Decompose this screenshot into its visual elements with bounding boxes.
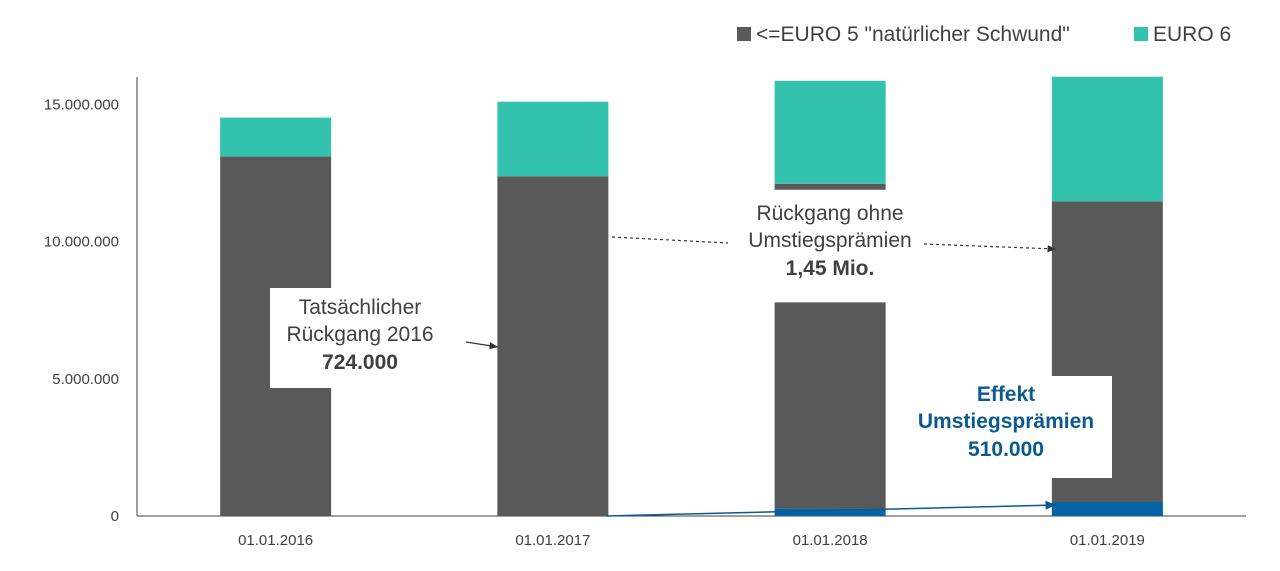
bar-effekt-3 — [1051, 502, 1163, 516]
legend: <=EURO 5 "natürlicher Schwund" EURO 6 — [737, 23, 1231, 46]
annotation-effect-value: 510.000 — [968, 437, 1044, 461]
annotation-actual-value: 724.000 — [322, 350, 398, 374]
bar-euro5-1 — [497, 176, 609, 517]
legend-swatch — [1134, 27, 1148, 41]
annotation-decline-without-premiums: Rückgang ohne Umstiegsprämien 1,45 Mio. — [700, 196, 960, 294]
legend-label: EURO 6 — [1153, 23, 1231, 46]
arrow-actual — [465, 341, 499, 350]
bar-euro6-2 — [774, 80, 886, 184]
bar-euro5-2 — [774, 302, 886, 509]
bar-euro6-0 — [220, 117, 332, 157]
annotation-premium-effect: Effekt Umstiegsprämien 510.000 — [900, 376, 1112, 478]
y-tick-label: 15.000.000 — [44, 96, 119, 113]
bar-euro5b-2 — [774, 183, 886, 190]
arrow-without-left — [611, 236, 729, 244]
axes: 0 5.000.000 10.000.000 15.000.000 01.01.2016… — [44, 77, 1246, 549]
annotation-without-value: 1,45 Mio. — [781, 254, 879, 282]
arrow-without-right — [923, 243, 1057, 253]
annotation-without-line2: Umstiegsprämien — [744, 227, 916, 255]
x-tick-label: 01.01.2018 — [793, 532, 868, 549]
bar-effekt-2 — [774, 508, 886, 516]
legend-label: <=EURO 5 "natürlicher Schwund" — [756, 23, 1070, 46]
bar-euro6-1 — [497, 101, 609, 177]
y-tick-label: 0 — [111, 508, 119, 525]
annotation-without-line1: Rückgang ohne — [752, 200, 908, 228]
y-tick-label: 5.000.000 — [52, 371, 119, 388]
annotation-arrows — [465, 236, 1057, 517]
bar-euro6-3 — [1051, 76, 1163, 202]
annotation-actual-line1: Tatsächlicher — [298, 296, 422, 319]
annotation-effect-line2: Umstiegsprämien — [917, 410, 1095, 434]
x-tick-label: 01.01.2019 — [1070, 532, 1145, 549]
annotation-effect-line1: Effekt — [976, 383, 1036, 406]
x-tick-label: 01.01.2017 — [515, 532, 590, 549]
x-tick-label: 01.01.2016 — [238, 532, 313, 549]
arrow-effect — [605, 500, 1057, 517]
y-tick-label: 10.000.000 — [44, 234, 119, 251]
annotation-actual-line2: Rückgang 2016 — [286, 323, 434, 347]
annotation-actual-decline: Tatsächlicher Rückgang 2016 724.000 — [270, 288, 450, 388]
legend-swatch — [737, 27, 751, 41]
